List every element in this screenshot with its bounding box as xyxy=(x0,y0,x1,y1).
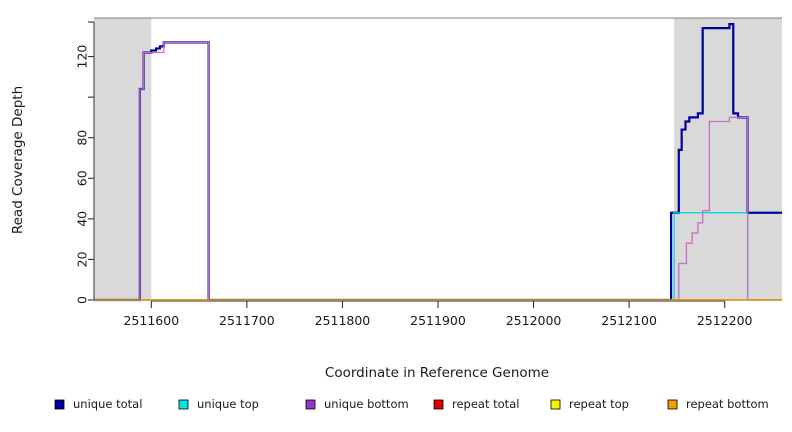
x-tick-label: 2511800 xyxy=(315,313,371,328)
repeat-region-left xyxy=(94,18,152,300)
legend-item-repeat-bottom[interactable]: repeat bottom xyxy=(667,397,769,411)
data-series-layer xyxy=(94,22,782,302)
legend-swatch-icon xyxy=(433,399,444,410)
legend-item-repeat-top[interactable]: repeat top xyxy=(550,397,629,411)
legend: unique total unique top unique bottom repea… xyxy=(54,397,769,411)
x-tick-label: 2511600 xyxy=(123,313,179,328)
legend-item-repeat-total[interactable]: repeat total xyxy=(433,397,519,411)
x-axis-tick-labels: 2511600 2511700 2511800 2511900 2512000 25121… xyxy=(123,313,752,328)
legend-item-unique-top[interactable]: unique top xyxy=(178,397,259,411)
x-tick-label: 2512200 xyxy=(697,313,753,328)
x-tick-label: 2512000 xyxy=(506,313,562,328)
y-axis-title: Read Coverage Depth xyxy=(10,86,26,234)
x-tick-label: 2511900 xyxy=(410,313,466,328)
repeat-region-right xyxy=(674,18,782,300)
y-axis-tick-labels: 0 20 40 60 80 120 xyxy=(75,45,90,304)
y-tick-label: 40 xyxy=(75,211,90,227)
x-axis xyxy=(150,300,726,308)
legend-item-label: unique total xyxy=(73,397,142,411)
legend-item-label: unique top xyxy=(197,397,259,411)
legend-item-label: unique bottom xyxy=(324,397,409,411)
y-tick-label: 80 xyxy=(75,130,90,146)
legend-item-unique-total[interactable]: unique total xyxy=(54,397,142,411)
y-axis xyxy=(88,21,95,301)
legend-item-label: repeat bottom xyxy=(686,397,769,411)
series-unique-total xyxy=(94,22,782,302)
x-tick-label: 2512100 xyxy=(601,313,657,328)
legend-item-label: repeat top xyxy=(569,397,629,411)
legend-item-unique-bottom[interactable]: unique bottom xyxy=(305,397,409,411)
shaded-repeat-bands xyxy=(94,18,782,300)
legend-item-label: repeat total xyxy=(452,397,519,411)
y-tick-label: 120 xyxy=(75,45,90,69)
legend-swatch-icon xyxy=(667,399,678,410)
y-tick-label: 60 xyxy=(75,170,90,186)
x-tick-label: 2511700 xyxy=(219,313,275,328)
series-unique-bottom xyxy=(94,41,782,301)
legend-swatch-icon xyxy=(305,399,316,410)
y-tick-label: 20 xyxy=(75,251,90,267)
y-tick-label: 0 xyxy=(75,296,90,304)
x-axis-title: Coordinate in Reference Genome xyxy=(325,365,549,381)
legend-swatch-icon xyxy=(550,399,561,410)
legend-swatch-icon xyxy=(54,399,65,410)
legend-swatch-icon xyxy=(178,399,189,410)
